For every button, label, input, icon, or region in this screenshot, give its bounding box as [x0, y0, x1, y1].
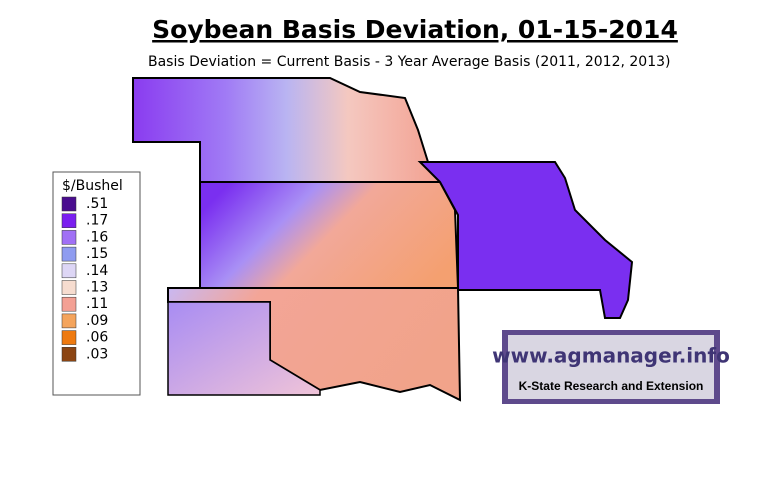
- legend-swatch: [61, 347, 77, 362]
- legend-label: .17: [86, 213, 108, 229]
- legend-label: .15: [86, 246, 108, 262]
- legend-swatch: [61, 330, 77, 345]
- legend-items: .51.17.16.15.14.13.11.09.06.03: [61, 196, 108, 362]
- legend-swatch: [61, 313, 77, 329]
- legend-label: .11: [86, 296, 108, 312]
- legend-label: .13: [86, 280, 108, 296]
- map: [132, 77, 634, 402]
- legend-swatch: [61, 196, 77, 212]
- logo: www.agmanager.info K-State Research and …: [492, 330, 730, 404]
- legend-label: .06: [86, 330, 108, 346]
- kansas: [199, 181, 460, 289]
- texas-panhandle: [167, 301, 321, 396]
- legend-swatch: [61, 230, 77, 245]
- title: Soybean Basis Deviation, 01-15-2014: [152, 15, 678, 44]
- legend: $/Bushel .51.17.16.15.14.13.11.09.06.03: [52, 171, 141, 396]
- legend-label: .03: [86, 346, 108, 362]
- legend-label: .16: [86, 229, 108, 245]
- subtitle: Basis Deviation = Current Basis - 3 Year…: [148, 54, 670, 70]
- logo-panel: [508, 335, 714, 399]
- legend-title: $/Bushel: [62, 178, 123, 194]
- legend-swatch: [61, 296, 77, 312]
- legend-label: .14: [86, 263, 108, 279]
- legend-swatch: [61, 213, 77, 228]
- legend-label: .09: [86, 313, 108, 329]
- nebraska: [132, 77, 442, 183]
- logo-tagline: K-State Research and Extension: [519, 379, 704, 393]
- legend-swatch: [61, 246, 77, 262]
- legend-swatch: [61, 263, 77, 279]
- logo-url: www.agmanager.info: [492, 344, 730, 368]
- missouri: [417, 161, 634, 319]
- legend-swatch: [61, 280, 77, 295]
- legend-label: .51: [86, 196, 108, 212]
